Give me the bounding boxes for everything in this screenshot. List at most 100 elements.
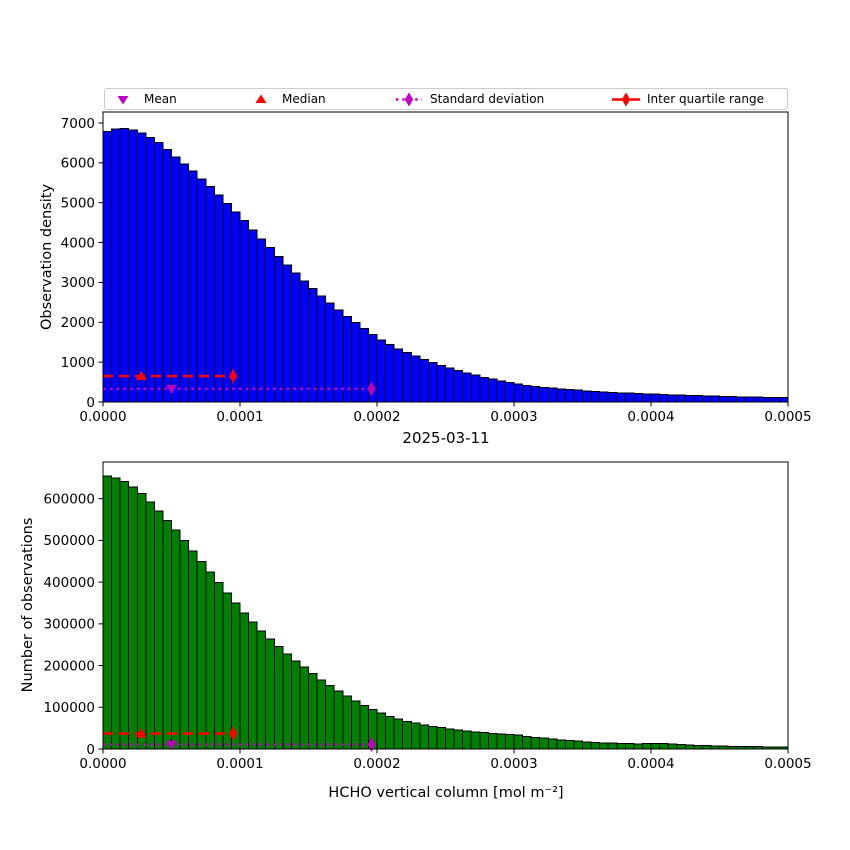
- histogram-bar: [727, 396, 738, 403]
- histogram-bar: [564, 740, 575, 750]
- histogram-bar: [684, 744, 695, 750]
- histogram-bar: [539, 737, 549, 750]
- histogram-bar: [213, 582, 224, 750]
- histogram-bar: [445, 728, 455, 750]
- histogram-bar: [736, 396, 746, 403]
- x-tick-label: 0.0005: [764, 756, 811, 772]
- histogram-bar: [282, 264, 292, 403]
- legend-item-inter-quartile-range: Inter quartile range: [611, 89, 764, 109]
- histogram-bar: [710, 395, 721, 403]
- histogram-bar: [641, 393, 652, 403]
- histogram-bar: [573, 740, 584, 750]
- legend-item-standard-deviation: Standard deviation: [394, 89, 544, 109]
- histogram-bar: [770, 397, 780, 403]
- histogram-bar: [470, 731, 481, 750]
- histogram-bar: [633, 393, 643, 403]
- histogram-bar: [111, 477, 121, 750]
- histogram-bar: [744, 396, 755, 403]
- y-tick-label: 7000: [61, 116, 95, 132]
- histogram-bar: [445, 367, 455, 403]
- histogram-bar: [325, 302, 335, 403]
- histogram-bar: [453, 370, 464, 403]
- histogram-bar: [248, 621, 258, 750]
- histogram-bar: [171, 529, 181, 750]
- x-tick-label: 0.0000: [79, 409, 126, 425]
- histogram-bar: [487, 732, 498, 750]
- histogram-bar: [590, 390, 601, 403]
- histogram-bar: [582, 741, 592, 750]
- histogram-bar: [290, 660, 301, 750]
- histogram-bar: [290, 272, 301, 403]
- y-tick-label: 1000: [61, 355, 95, 371]
- inter-quartile-range-marker-icon: [612, 92, 640, 107]
- histogram-bar: [410, 722, 421, 750]
- axes-frame: [102, 461, 789, 750]
- histogram-bar: [119, 481, 130, 750]
- legend-label-median: Median: [282, 92, 326, 106]
- x-tick-label: 0.0004: [627, 409, 674, 425]
- histogram-bar: [778, 397, 789, 403]
- histogram-bar: [222, 592, 232, 750]
- histogram-bar: [205, 186, 215, 403]
- median-marker: [135, 728, 147, 738]
- histogram-bar: [504, 734, 515, 750]
- y-axis-label-top-text: Observation density: [39, 183, 55, 331]
- histogram-bar: [402, 720, 412, 750]
- histogram-bar: [342, 695, 352, 750]
- histogram-bar: [119, 128, 130, 403]
- histogram-bar: [402, 352, 412, 403]
- histogram-bar: [667, 394, 678, 403]
- legend-label-standard-deviation: Standard deviation: [430, 92, 545, 106]
- y-tick-label: 200000: [43, 658, 95, 674]
- y-tick-label: 400000: [43, 575, 95, 591]
- histogram-bar: [693, 744, 703, 750]
- histogram-bar: [316, 295, 327, 403]
- histogram-bar: [522, 735, 532, 750]
- histogram-bar: [667, 743, 678, 750]
- histogram-bar: [162, 519, 173, 750]
- histogram-bar: [256, 238, 267, 403]
- histogram-bar: [308, 287, 318, 403]
- axes-frame: [102, 111, 789, 403]
- histogram-bar: [693, 395, 703, 403]
- histogram-bar: [547, 738, 558, 750]
- y-tick-label: 100000: [43, 700, 95, 716]
- iqr-marker: [229, 726, 238, 742]
- legend-label-inter-quartile-range: Inter quartile range: [647, 92, 764, 106]
- histogram-bar: [504, 381, 515, 403]
- histogram-bar: [248, 229, 258, 403]
- histogram-bar: [462, 730, 472, 750]
- y-tick-label: 500000: [43, 533, 95, 549]
- histogram-bar: [522, 384, 532, 403]
- std-marker: [367, 381, 376, 397]
- histogram-bar: [419, 358, 429, 403]
- histogram-bar: [539, 386, 549, 403]
- histogram-bar: [359, 328, 369, 403]
- histogram-bar: [701, 745, 712, 750]
- histogram-bar: [616, 743, 626, 750]
- histogram-bar: [701, 395, 712, 403]
- histogram-bar: [590, 741, 601, 750]
- histogram-bar: [308, 673, 318, 750]
- histogram-bar: [496, 733, 506, 750]
- histogram-bar: [316, 679, 327, 750]
- legend-item-mean: Mean: [108, 89, 177, 109]
- histogram-bar: [607, 391, 618, 403]
- y-tick-label: 300000: [43, 617, 95, 633]
- histogram-bar: [393, 348, 404, 403]
- x-axis-label: HCHO vertical column [mol m⁻²]: [328, 785, 564, 801]
- y-tick-label: 5000: [61, 195, 95, 211]
- histogram-bar: [385, 344, 395, 403]
- histogram-bar: [496, 380, 506, 403]
- histogram-bar: [607, 742, 618, 750]
- histogram-bar: [453, 729, 464, 750]
- histogram-bar: [624, 743, 635, 750]
- histogram-bar: [102, 475, 113, 750]
- histogram-bar: [719, 395, 729, 403]
- mean-marker: [166, 740, 177, 751]
- histogram-bar: [624, 392, 635, 403]
- histogram-bar: [487, 378, 498, 403]
- histogram-bar: [153, 141, 164, 403]
- iqr-marker: [229, 368, 238, 384]
